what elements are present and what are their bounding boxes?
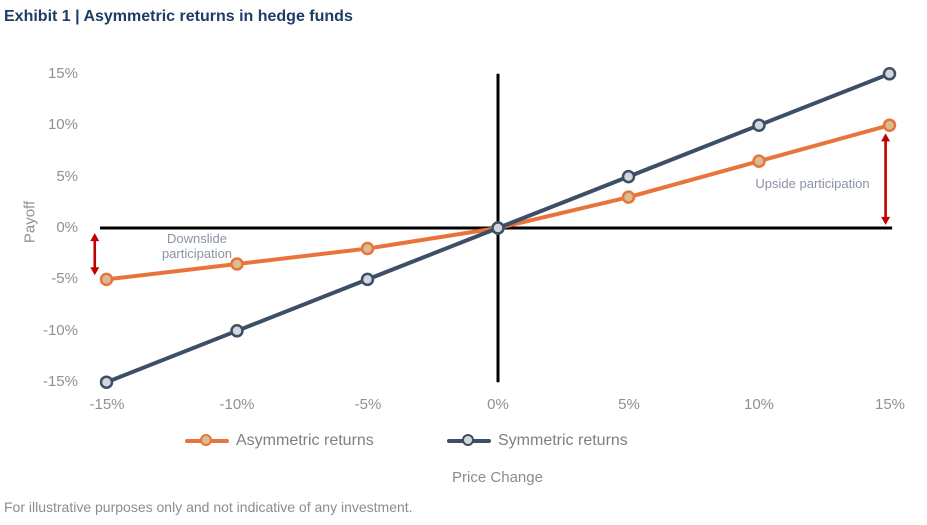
x-tick-neg15: -15% (89, 396, 125, 413)
x-tick-10: 10% (743, 396, 775, 413)
annotation-downside-participation: Downslide participation (161, 231, 233, 261)
disclaimer-text: For illustrative purposes only and not i… (4, 499, 413, 515)
legend-sample-symmetric (447, 433, 491, 449)
legend-label-symmetric: Symmetric returns (498, 432, 628, 449)
y-tick-neg15: -15% (42, 373, 78, 390)
y-tick-neg5: -5% (51, 270, 78, 287)
x-axis-title: Price Change (452, 469, 543, 486)
legend-item-symmetric: Symmetric returns (447, 431, 628, 451)
legend-marker-icon (200, 434, 212, 446)
y-tick-neg10: -10% (42, 322, 78, 339)
y-tick-15: 15% (47, 65, 78, 82)
legend-sample-asymmetric (185, 433, 229, 449)
x-tick-0: 0% (487, 396, 509, 413)
x-tick-neg10: -10% (219, 396, 255, 413)
x-tick-neg5: -5% (354, 396, 382, 413)
chart-title: Exhibit 1 | Asymmetric returns in hedge … (4, 8, 353, 25)
y-tick-10: 10% (47, 116, 78, 133)
y-tick-5: 5% (56, 168, 78, 185)
legend-label-asymmetric: Asymmetric returns (236, 432, 374, 449)
legend-marker-icon (462, 434, 474, 446)
legend-item-asymmetric: Asymmetric returns (185, 431, 374, 451)
x-tick-5: 5% (618, 396, 640, 413)
x-tick-15: 15% (874, 396, 906, 413)
annotation-upside-participation: Upside participation (755, 176, 870, 191)
y-tick-0: 0% (56, 219, 78, 236)
y-axis-title: Payoff (21, 200, 39, 244)
